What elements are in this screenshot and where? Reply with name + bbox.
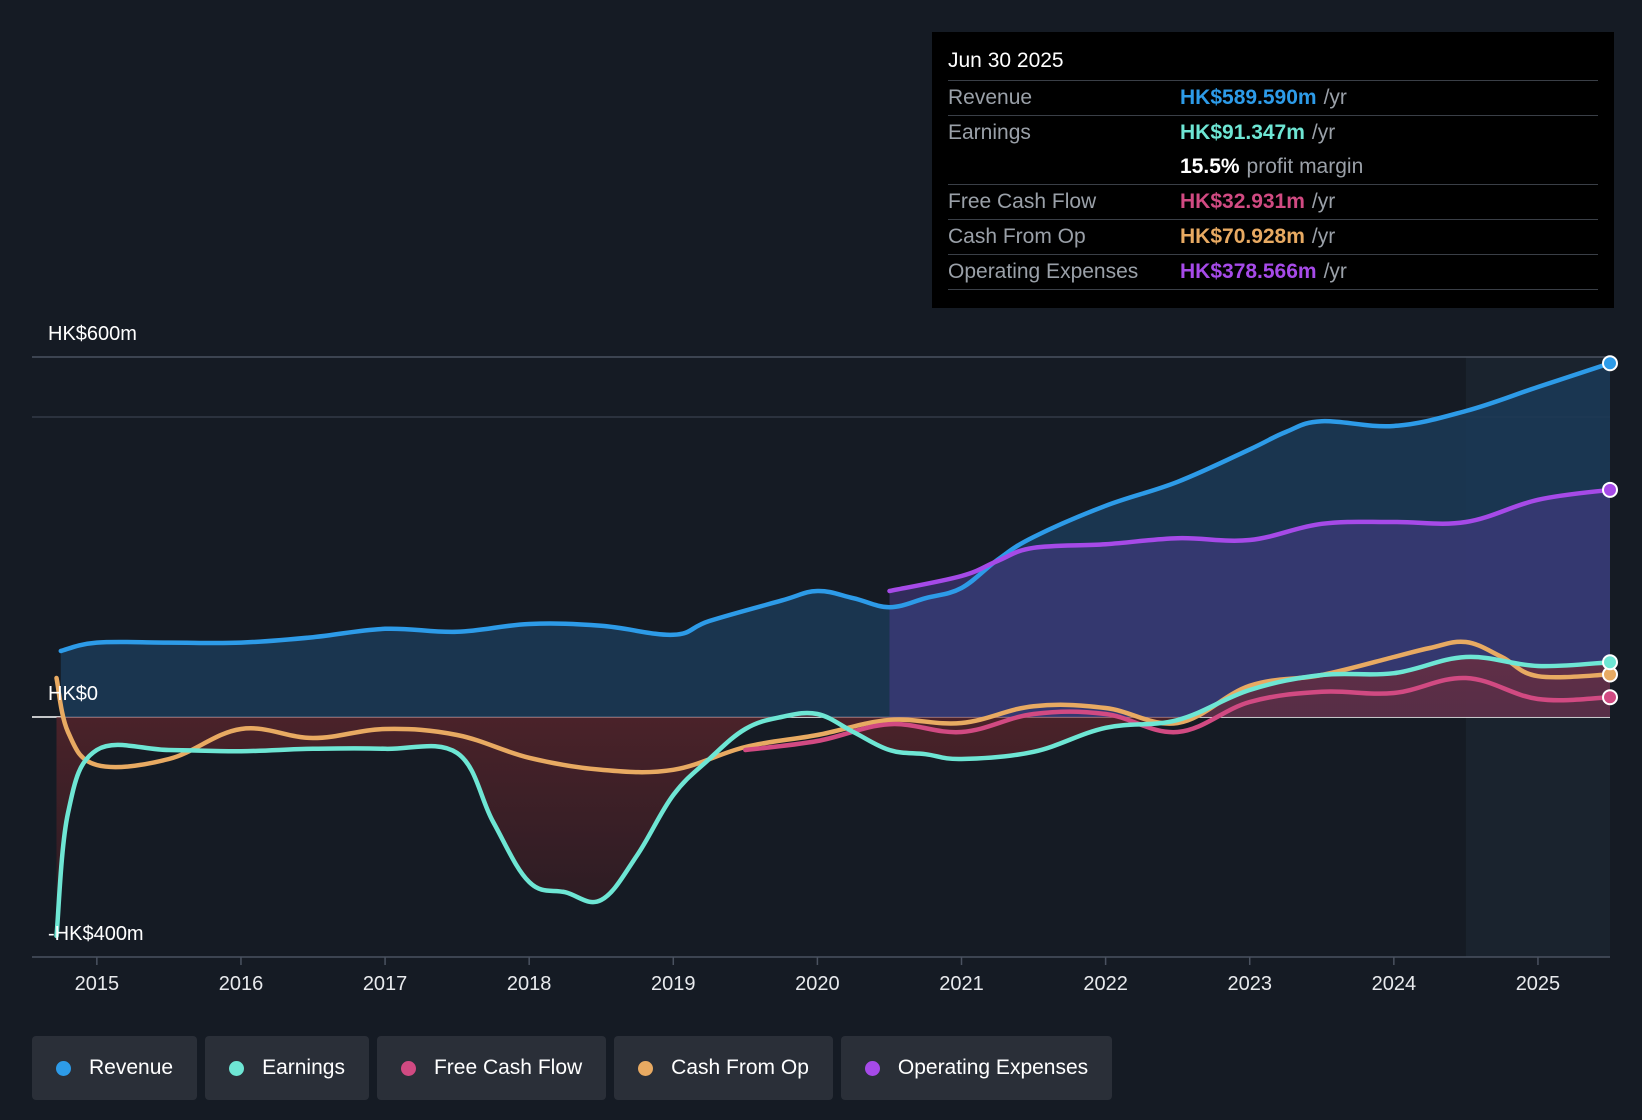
- x-tick-label: 2017: [363, 973, 408, 995]
- legend-dot-icon: [864, 1060, 880, 1076]
- x-tick-label: 2024: [1372, 973, 1417, 995]
- legend-label: Cash From Op: [671, 1056, 809, 1079]
- tooltip-value: HK$378.566m: [1180, 260, 1317, 283]
- tooltip-row-profit-margin: 15.5% profit margin: [948, 150, 1598, 185]
- legend-item-earnings[interactable]: Earnings: [205, 1036, 369, 1100]
- legend-item-revenue[interactable]: Revenue: [32, 1036, 198, 1100]
- legend-dot-icon: [229, 1060, 245, 1076]
- end-dots: [1602, 355, 1618, 706]
- free-cash-flow-end-dot: [1602, 689, 1618, 706]
- earnings-line: [54, 654, 1613, 939]
- legend: Revenue Earnings Free Cash Flow Cash Fro…: [32, 1036, 1113, 1100]
- tooltip-row-revenue: Revenue HK$589.590m /yr: [948, 81, 1598, 116]
- x-tick-label: 2020: [795, 973, 840, 995]
- tooltip-value: 15.5%: [1180, 155, 1240, 178]
- tooltip-value: HK$32.931m: [1180, 190, 1305, 213]
- tooltip-label: Operating Expenses: [948, 260, 1139, 283]
- x-tick-label: 2019: [651, 973, 696, 995]
- tooltip-unit: profit margin: [1246, 155, 1364, 178]
- x-tick-label: 2016: [219, 973, 264, 995]
- legend-label: Operating Expenses: [897, 1056, 1089, 1079]
- operating-expenses-line: [887, 487, 1613, 594]
- axis-ticks: 2015 2016 2017 2018 2019 2020 2021 2022 2023 2024…: [48, 323, 1560, 995]
- y-tick-label: -HK$400m: [48, 923, 144, 945]
- x-tick-label: 2015: [75, 973, 120, 995]
- legend-dot-icon: [400, 1060, 416, 1076]
- legend-label: Free Cash Flow: [433, 1056, 583, 1079]
- tooltip-label: Free Cash Flow: [948, 190, 1097, 213]
- legend-item-cash-from-op[interactable]: Cash From Op: [614, 1036, 833, 1100]
- legend-label: Earnings: [262, 1056, 345, 1079]
- tooltip-value: HK$70.928m: [1180, 225, 1305, 248]
- tooltip-label: [948, 150, 1180, 184]
- tooltip-date: Jun 30 2025: [948, 46, 1598, 81]
- x-tick-label: 2025: [1516, 973, 1561, 995]
- x-tick-label: 2021: [939, 973, 984, 995]
- tooltip-unit: /yr: [1311, 121, 1336, 144]
- x-tick-label: 2023: [1227, 973, 1272, 995]
- legend-item-operating-expenses[interactable]: Operating Expenses: [840, 1036, 1113, 1100]
- legend-dot-icon: [638, 1060, 654, 1076]
- revenue-end-dot: [1602, 355, 1618, 372]
- tooltip-label: Revenue: [948, 86, 1033, 109]
- legend-dot-icon: [56, 1060, 71, 1076]
- y-tick-label: HK$600m: [48, 323, 137, 345]
- tooltip-row-cash-from-op: Cash From Op HK$70.928m /yr: [948, 220, 1598, 255]
- tooltip: Jun 30 2025 Revenue HK$589.590m /yr Earn…: [932, 32, 1614, 308]
- x-tick-label: 2022: [1083, 973, 1128, 995]
- areas: [56, 363, 1610, 936]
- earnings-end-dot: [1602, 654, 1618, 671]
- tooltip-unit: /yr: [1311, 190, 1336, 213]
- legend-label: Revenue: [89, 1056, 174, 1079]
- legend-item-free-cash-flow[interactable]: Free Cash Flow: [376, 1036, 607, 1100]
- tooltip-unit: /yr: [1323, 260, 1347, 283]
- tooltip-value: HK$91.347m: [1180, 121, 1305, 144]
- earnings-area: [56, 656, 1610, 936]
- tooltip-label: Earnings: [948, 121, 1031, 144]
- tooltip-value: HK$589.590m: [1180, 86, 1317, 109]
- tooltip-row-operating-expenses: Operating Expenses HK$378.566m /yr: [948, 255, 1598, 290]
- x-tick-label: 2018: [507, 973, 552, 995]
- free-cash-flow-line: [743, 675, 1613, 753]
- tooltip-row-free-cash-flow: Free Cash Flow HK$32.931m /yr: [948, 185, 1598, 220]
- tooltip-label: Cash From Op: [948, 225, 1086, 248]
- series-lines: [54, 360, 1613, 939]
- operating-expenses-end-dot: [1602, 481, 1618, 498]
- y-tick-label: HK$0: [48, 683, 98, 705]
- tooltip-row-earnings: Earnings HK$91.347m /yr: [948, 116, 1598, 150]
- revenue-line: [58, 360, 1613, 654]
- tooltip-unit: /yr: [1323, 86, 1347, 109]
- tooltip-unit: /yr: [1311, 225, 1336, 248]
